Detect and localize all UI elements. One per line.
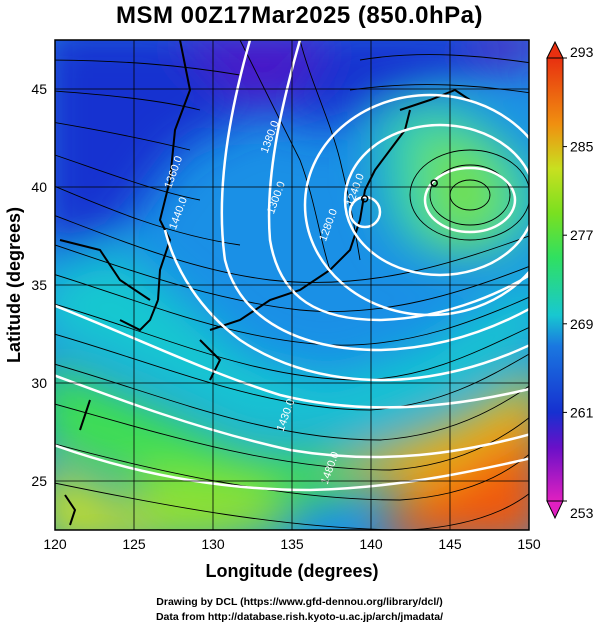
y-axis-label: Latitude (degrees) <box>4 207 24 363</box>
low-center-marker <box>430 179 438 187</box>
colorbar-ticks: 253 261 269 277 285 293 <box>563 44 594 521</box>
colorbar-tick-label: 293 <box>570 44 594 60</box>
y-tick-label: 25 <box>31 473 47 489</box>
colorbar-tick-label: 269 <box>570 316 594 332</box>
x-tick-label: 130 <box>201 536 225 552</box>
colorbar-tick-label: 285 <box>570 139 594 155</box>
colorbar-tick-label: 261 <box>570 404 594 420</box>
x-tick-label: 150 <box>517 536 541 552</box>
x-axis-ticks: 120 125 130 135 140 145 150 <box>43 536 541 552</box>
graticule <box>55 40 529 530</box>
colorbar-tick-label: 253 <box>570 505 594 521</box>
colorbar-tick-label: 277 <box>570 227 594 243</box>
colorbar-gradient <box>546 57 564 502</box>
height-contours <box>55 40 529 492</box>
y-tick-label: 45 <box>31 81 47 97</box>
credit-data: Data from http://database.rish.kyoto-u.a… <box>155 611 444 623</box>
colorbar-max-arrow <box>546 40 564 59</box>
y-tick-label: 35 <box>31 277 47 293</box>
y-axis-ticks: 25 30 35 40 45 <box>31 81 47 489</box>
colorbar: 253 261 269 277 285 293 <box>546 40 594 521</box>
x-tick-label: 125 <box>122 536 146 552</box>
x-tick-label: 135 <box>280 536 304 552</box>
x-tick-label: 145 <box>438 536 462 552</box>
colorbar-min-arrow <box>546 500 564 520</box>
plot-frame <box>54 39 530 531</box>
streamlines <box>55 40 529 530</box>
map-title: MSM 00Z17Mar2025 (850.0hPa) <box>115 2 483 29</box>
x-tick-label: 140 <box>359 536 383 552</box>
x-axis-label: Longitude (degrees) <box>205 561 378 581</box>
credit-drawing: Drawing by DCL (https://www.gfd-dennou.o… <box>156 596 443 608</box>
low-center-marker <box>360 195 369 203</box>
y-tick-label: 40 <box>31 179 47 195</box>
y-tick-label: 30 <box>31 375 47 391</box>
x-tick-label: 120 <box>43 536 67 552</box>
